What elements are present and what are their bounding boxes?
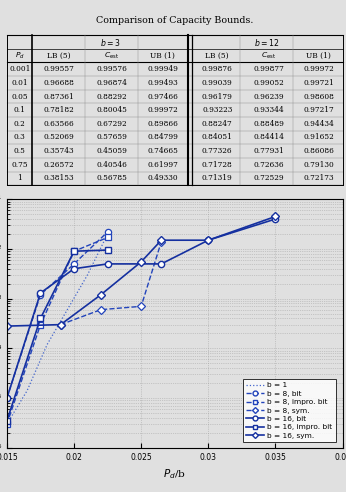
Text: 0.77326: 0.77326 [202, 147, 233, 155]
Text: 0.89866: 0.89866 [147, 120, 178, 128]
Text: 0.86086: 0.86086 [303, 147, 334, 155]
Text: 0.96179: 0.96179 [202, 92, 233, 100]
Text: 0.35743: 0.35743 [44, 147, 74, 155]
Text: 0.001: 0.001 [9, 65, 30, 73]
Text: $b = 3$: $b = 3$ [100, 36, 120, 48]
Text: LB (5): LB (5) [47, 52, 71, 60]
Text: 0.71728: 0.71728 [202, 161, 233, 169]
Text: 0.80045: 0.80045 [96, 106, 127, 114]
Text: 0.84414: 0.84414 [253, 133, 284, 142]
Text: 0.99576: 0.99576 [96, 65, 127, 73]
Text: 0.38153: 0.38153 [44, 174, 74, 183]
Text: 0.99972: 0.99972 [147, 106, 178, 114]
Text: 0.61997: 0.61997 [147, 161, 178, 169]
Text: 0.99557: 0.99557 [44, 65, 74, 73]
Text: 0.1: 0.1 [14, 106, 26, 114]
Text: 0.01: 0.01 [11, 79, 28, 87]
Text: 0.72529: 0.72529 [253, 174, 284, 183]
Text: 0.94434: 0.94434 [303, 120, 334, 128]
Text: 0.79130: 0.79130 [303, 161, 334, 169]
Text: 0.93223: 0.93223 [202, 106, 233, 114]
Text: 0.96239: 0.96239 [253, 92, 284, 100]
Text: 0.78182: 0.78182 [44, 106, 74, 114]
Text: 0.99039: 0.99039 [202, 79, 233, 87]
Text: 0.3: 0.3 [14, 133, 26, 142]
Text: 0.45059: 0.45059 [96, 147, 127, 155]
Text: 0.99721: 0.99721 [303, 79, 334, 87]
Text: 0.96688: 0.96688 [44, 79, 74, 87]
Text: 0.99877: 0.99877 [253, 65, 284, 73]
Text: 0.2: 0.2 [14, 120, 26, 128]
Text: 0.96874: 0.96874 [96, 79, 127, 87]
Text: 0.49330: 0.49330 [147, 174, 178, 183]
Legend: b = 1, b = 8, bit, b = 8, impro. bit, b = 8, sym., b = 16, bit, b = 16, impro. b: b = 1, b = 8, bit, b = 8, impro. bit, b … [243, 379, 336, 441]
Text: 0.56785: 0.56785 [96, 174, 127, 183]
Text: 0.91652: 0.91652 [303, 133, 334, 142]
Text: 0.87361: 0.87361 [44, 92, 74, 100]
Text: 0.93344: 0.93344 [253, 106, 284, 114]
Text: 0.99949: 0.99949 [147, 65, 178, 73]
Text: 0.72173: 0.72173 [303, 174, 334, 183]
Text: 0.5: 0.5 [14, 147, 26, 155]
Text: 0.05: 0.05 [11, 92, 28, 100]
Text: 0.88489: 0.88489 [253, 120, 284, 128]
Text: 0.99972: 0.99972 [303, 65, 334, 73]
Text: 0.26572: 0.26572 [44, 161, 74, 169]
Text: $C_\mathrm{est}$: $C_\mathrm{est}$ [261, 51, 276, 61]
Text: 0.88292: 0.88292 [97, 92, 127, 100]
Text: 0.84051: 0.84051 [202, 133, 233, 142]
Text: 0.67292: 0.67292 [97, 120, 127, 128]
Text: UB (1): UB (1) [151, 52, 175, 60]
Text: 0.57659: 0.57659 [96, 133, 127, 142]
Text: 0.40546: 0.40546 [96, 161, 127, 169]
Text: 0.72636: 0.72636 [253, 161, 284, 169]
Text: 0.98608: 0.98608 [303, 92, 334, 100]
Text: 0.71319: 0.71319 [202, 174, 233, 183]
Text: 0.63566: 0.63566 [44, 120, 74, 128]
Text: 0.99876: 0.99876 [202, 65, 233, 73]
Text: 0.99052: 0.99052 [253, 79, 284, 87]
Text: 0.88247: 0.88247 [202, 120, 233, 128]
Text: 0.99493: 0.99493 [147, 79, 178, 87]
Text: $P_d$: $P_d$ [15, 51, 25, 61]
Text: 0.84799: 0.84799 [147, 133, 178, 142]
Text: 0.52069: 0.52069 [44, 133, 74, 142]
Text: $C_\mathrm{est}$: $C_\mathrm{est}$ [104, 51, 119, 61]
Text: 0.74665: 0.74665 [147, 147, 178, 155]
Text: Comparison of Capacity Bounds.: Comparison of Capacity Bounds. [96, 17, 253, 26]
Text: 0.77931: 0.77931 [253, 147, 284, 155]
Text: LB (5): LB (5) [206, 52, 229, 60]
Text: 0.97217: 0.97217 [303, 106, 334, 114]
Text: 1: 1 [17, 174, 22, 183]
Text: 0.75: 0.75 [11, 161, 28, 169]
Text: 0.97466: 0.97466 [147, 92, 178, 100]
X-axis label: $P_d$/b: $P_d$/b [163, 467, 186, 481]
Text: $b = 12$: $b = 12$ [254, 36, 280, 48]
Text: UB (1): UB (1) [306, 52, 331, 60]
